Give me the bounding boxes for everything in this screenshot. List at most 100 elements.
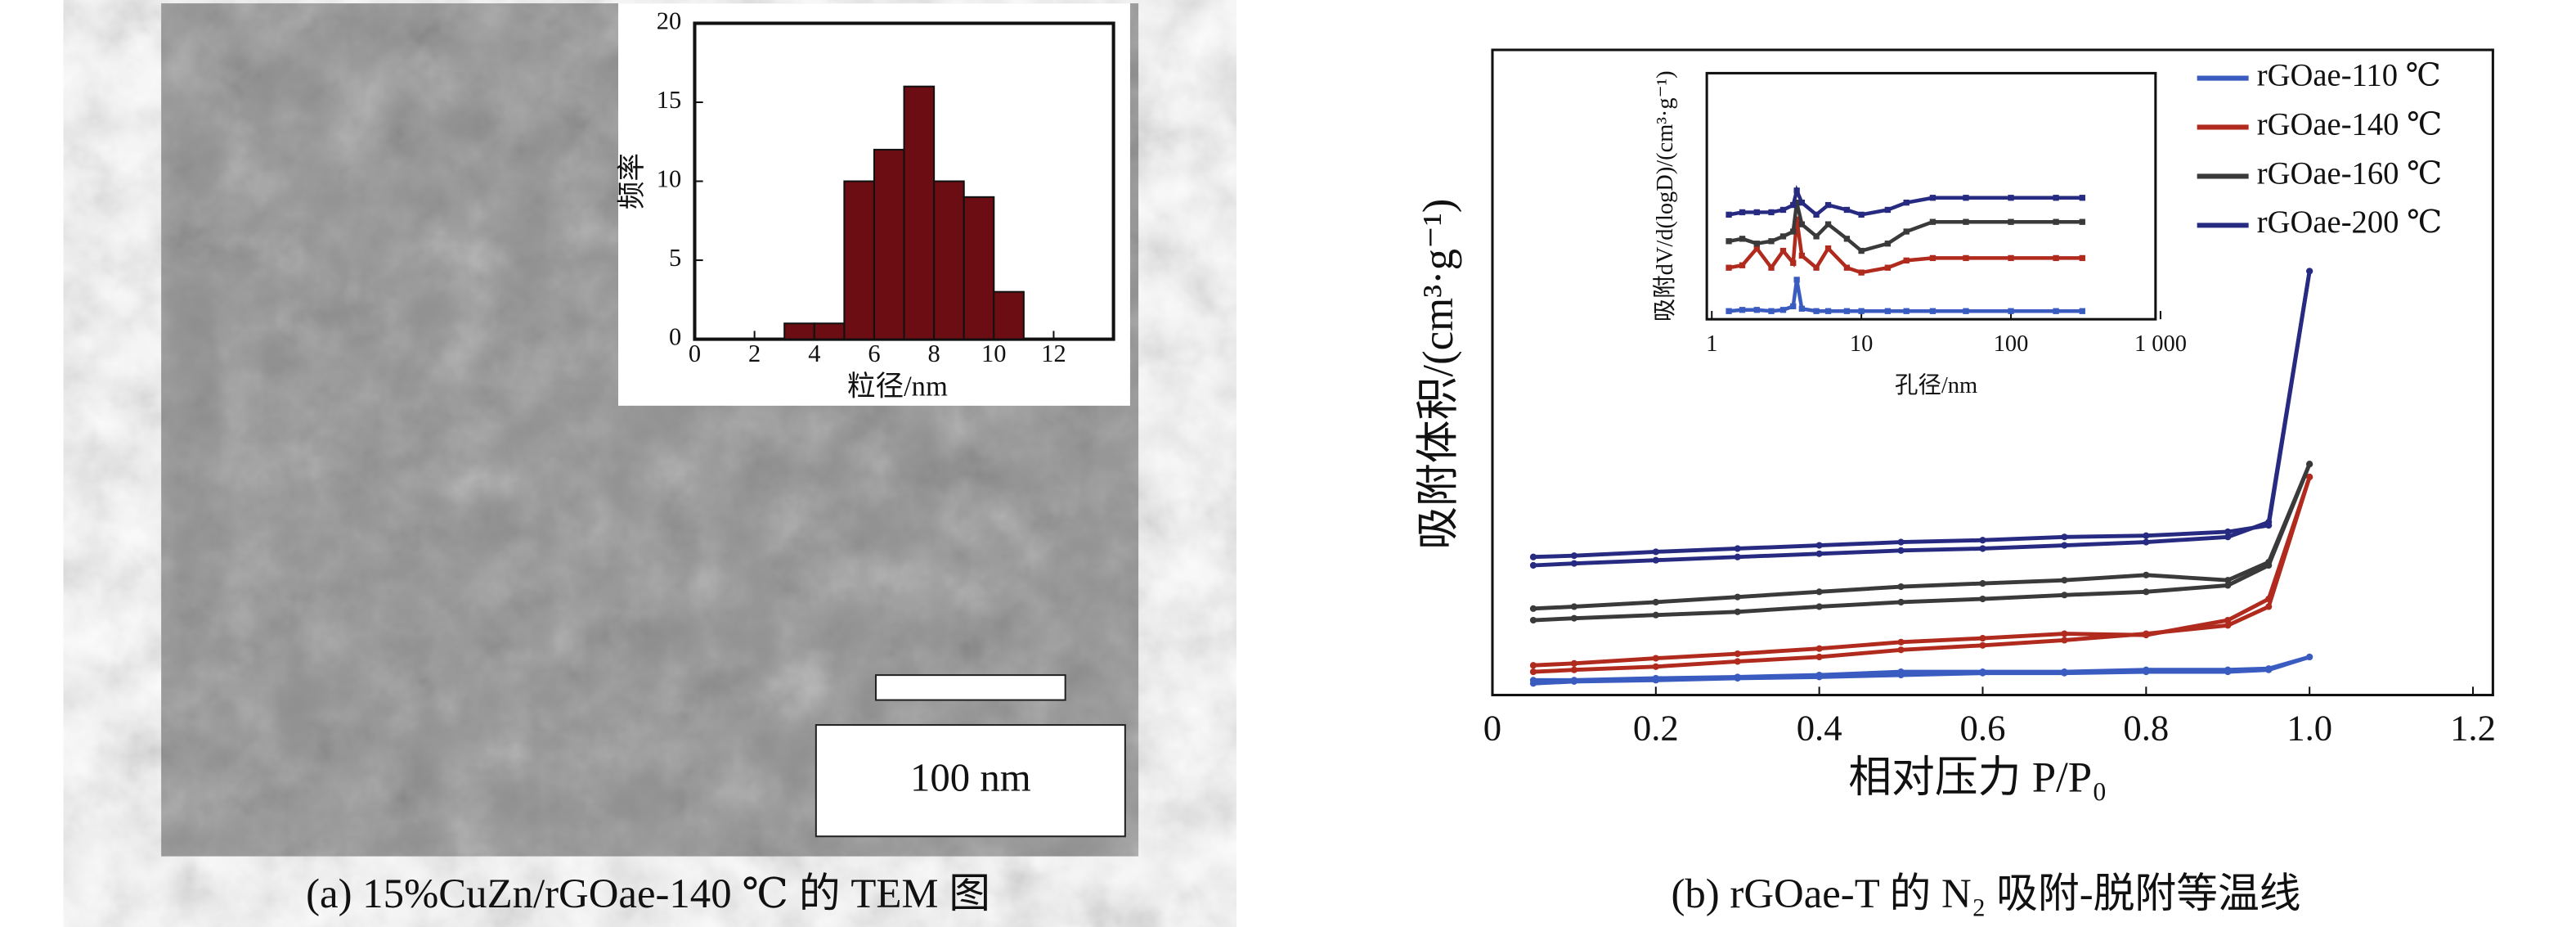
data-point (1529, 553, 1537, 560)
data-point (1897, 547, 1905, 554)
data-point (2061, 592, 2068, 599)
data-point (1790, 303, 1797, 310)
scale-label-box (815, 724, 1126, 838)
data-point (1570, 614, 1577, 622)
data-point (1739, 236, 1746, 242)
data-point (1793, 277, 1800, 283)
x-tick-label: 100 (1994, 331, 2029, 357)
data-point (1652, 663, 1659, 670)
data-point (1884, 264, 1891, 271)
data-point (1529, 677, 1537, 684)
data-point (1739, 262, 1746, 268)
caption: (a) 15%CuZn/rGOae-140 ℃ 的 TEM 图 (306, 871, 990, 916)
data-point (2053, 218, 2059, 225)
data-point (2143, 538, 2150, 546)
data-point (2224, 528, 2232, 536)
data-point (1903, 199, 1910, 206)
x-tick-label: 1 (1706, 331, 1717, 357)
data-point (2079, 218, 2085, 225)
data-point (1739, 307, 1746, 313)
data-point (1570, 659, 1577, 667)
data-point (2143, 532, 2150, 539)
x-axis-label: 相对压力 P/P₀ (1848, 754, 2107, 801)
x-tick-label: 1.0 (2287, 707, 2332, 748)
data-point (1790, 201, 1797, 209)
data-point (1843, 264, 1851, 271)
x-tick-label: 1 000 (2134, 331, 2187, 357)
data-point (1824, 221, 1832, 227)
data-point (1570, 560, 1577, 567)
data-point (1529, 662, 1537, 669)
x-tick-label: 0 (1483, 707, 1501, 748)
data-point (2079, 308, 2085, 314)
data-point (1979, 668, 1986, 676)
data-point (1897, 538, 1905, 546)
data-point (1963, 254, 1969, 262)
data-point (1798, 305, 1806, 312)
series-line (1533, 271, 2312, 560)
bar (933, 180, 965, 340)
data-point (1734, 545, 1741, 552)
x-tick-label: 10 (1850, 331, 1873, 357)
data-point (2224, 533, 2232, 541)
data-point (1858, 247, 1865, 254)
data-point (1734, 650, 1741, 658)
series-line (1533, 463, 2312, 623)
data-point (1897, 583, 1905, 591)
y-tick-label: 0 (669, 323, 681, 351)
y-tick-label: 20 (657, 7, 681, 34)
data-point (1768, 238, 1775, 245)
data-point (1843, 206, 1851, 214)
bar (843, 180, 875, 340)
data-point (1652, 598, 1659, 606)
data-point (1815, 603, 1823, 610)
data-point (1813, 308, 1820, 314)
data-point (2265, 595, 2273, 603)
series-line (1533, 655, 2310, 682)
series-line (1533, 271, 2312, 568)
data-point (2224, 666, 2232, 673)
data-point (1529, 605, 1537, 612)
data-point (2061, 533, 2068, 541)
data-point (1734, 658, 1741, 665)
data-point (2224, 622, 2232, 629)
data-point (2008, 308, 2014, 314)
data-point (2265, 522, 2273, 529)
data-point (1779, 247, 1787, 254)
plot-frame (1491, 48, 2494, 697)
data-point (1652, 548, 1659, 556)
legend-label: rGOae-200 ℃ (2257, 205, 2443, 240)
data-point (1779, 206, 1787, 214)
data-point (1815, 588, 1823, 596)
data-point (2306, 461, 2313, 468)
bar (873, 148, 905, 340)
data-point (2079, 195, 2085, 201)
data-point (2306, 653, 2313, 661)
y-axis-label: 吸附体积/(cm³·g⁻¹) (1415, 199, 1462, 550)
data-point (1734, 593, 1741, 601)
data-point (1824, 245, 1832, 252)
data-point (1753, 245, 1760, 252)
data-point (1858, 211, 1865, 218)
data-point (1768, 264, 1775, 271)
data-point (1824, 308, 1832, 314)
data-point (1753, 241, 1760, 247)
data-point (1979, 595, 1986, 603)
x-tick-label: 0.6 (1960, 707, 2006, 748)
x-axis-label: 孔径/nm (1895, 372, 1977, 398)
data-point (1779, 307, 1787, 313)
data-point (1843, 236, 1851, 242)
data-point (2265, 603, 2273, 610)
data-point (1813, 233, 1820, 240)
data-point (2306, 268, 2313, 275)
data-point (2143, 588, 2150, 596)
series-line (1533, 476, 2312, 668)
data-point (1529, 561, 1537, 569)
x-tick-label: 2 (748, 340, 761, 367)
data-point (2224, 577, 2232, 584)
series-line (1533, 476, 2312, 674)
data-point (1793, 187, 1800, 194)
data-point (2053, 195, 2059, 201)
data-point (1798, 221, 1806, 227)
data-point (1824, 201, 1832, 209)
